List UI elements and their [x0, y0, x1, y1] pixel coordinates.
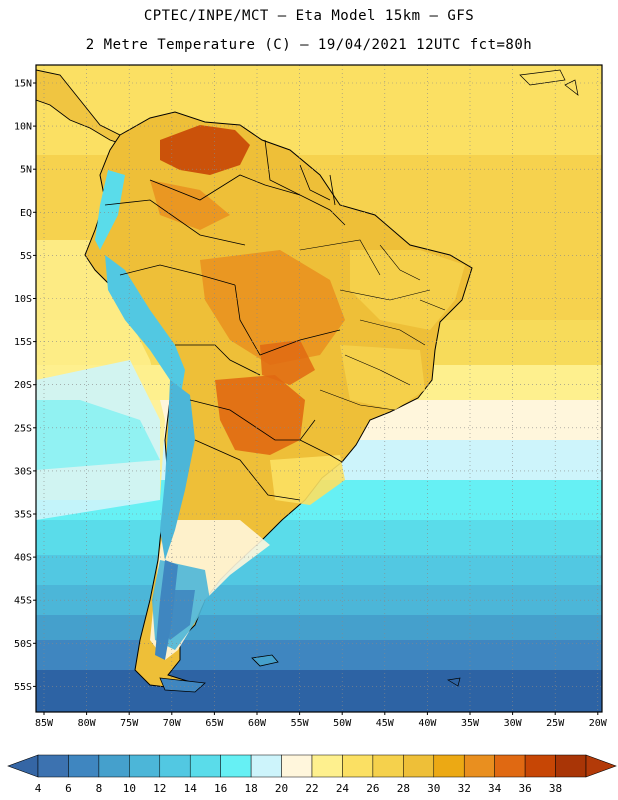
map-title: CPTEC/INPE/MCT – Eta Model 15km – GFS — [143, 8, 475, 24]
lat-label: 5N — [20, 165, 32, 176]
warm-zone — [270, 455, 345, 505]
lon-label: 55W — [291, 718, 310, 729]
caribbean-island — [519, 69, 566, 86]
colorbar-label: 34 — [488, 782, 502, 795]
ocean-band — [36, 670, 602, 712]
colorbar-label: 38 — [548, 782, 563, 795]
colorbar-swatch — [189, 754, 221, 778]
colorbar-swatch — [68, 754, 100, 778]
lat-label: 30S — [14, 466, 32, 477]
andes-range — [105, 255, 185, 400]
longitude-labels: 85W 80W 75W 70W 65W 60W 55W 50W 45W 40W 35W 30W 25W 2… — [35, 712, 608, 729]
lat-label: 25S — [14, 423, 32, 434]
lon-label: 30W — [504, 718, 523, 729]
lat-label: EQ — [20, 208, 32, 219]
caribbean-island — [564, 79, 579, 96]
south-georgia — [447, 677, 461, 687]
hot-zone — [200, 250, 345, 365]
colorbar-swatch — [403, 754, 435, 778]
lon-label: 40W — [418, 718, 437, 729]
lon-label: 65W — [205, 718, 224, 729]
colorbar-label: 22 — [305, 782, 319, 795]
tierra-del-fuego — [159, 677, 206, 693]
lat-label: 10N — [14, 122, 32, 133]
lon-label: 85W — [35, 718, 54, 729]
ocean-band — [36, 520, 602, 560]
lat-label: 5S — [20, 251, 32, 262]
colorbar-label: 10 — [122, 782, 136, 795]
colorbar-swatch — [433, 754, 465, 778]
warm-zone — [350, 250, 465, 330]
ocean-band — [36, 585, 602, 620]
colorbar-label: 20 — [274, 782, 289, 795]
lon-label: 25W — [546, 718, 565, 729]
lat-label: 15N — [14, 79, 32, 90]
hot-zone — [150, 180, 230, 230]
map-subtitle: 2 Metre Temperature (C) – 19/04/2021 12U… — [85, 37, 533, 53]
lon-label: 60W — [248, 718, 267, 729]
colorbar-label: 32 — [457, 782, 471, 795]
colorbar-left-arrow — [7, 754, 39, 778]
colorbar-label: 14 — [183, 782, 197, 795]
colorbar-label: 16 — [214, 782, 228, 795]
andes-range — [160, 380, 195, 560]
lon-label: 75W — [120, 718, 139, 729]
lon-label: 80W — [78, 718, 97, 729]
colorbar-label: 24 — [335, 782, 350, 795]
lon-label: 20W — [589, 718, 608, 729]
colorbar-label: 4 — [34, 782, 42, 795]
colorbar-right-arrow — [585, 754, 617, 778]
map-field — [36, 65, 602, 712]
colorbar-swatch — [220, 754, 252, 778]
lon-label: 45W — [376, 718, 395, 729]
colorbar-label: 30 — [427, 782, 441, 795]
colorbar-swatch — [37, 754, 69, 778]
colorbar-label: 18 — [244, 782, 258, 795]
colorbar-swatch — [311, 754, 343, 778]
lat-label: 55S — [14, 682, 32, 693]
colorbar-swatch — [129, 754, 161, 778]
colorbar-swatch — [494, 754, 526, 778]
colorbar-label: 26 — [366, 782, 380, 795]
map-frame — [35, 64, 603, 713]
ocean-band — [36, 640, 602, 675]
lon-label: 50W — [333, 718, 352, 729]
country-borders — [104, 139, 346, 501]
colorbar-label: 8 — [95, 782, 103, 795]
colorbar-swatch — [372, 754, 404, 778]
colorbar-label: 36 — [518, 782, 532, 795]
hot-zone — [215, 375, 305, 455]
colorbar-swatch — [524, 754, 556, 778]
colorbar-swatch — [555, 754, 587, 778]
hot-zone — [160, 125, 250, 175]
andes-range — [95, 170, 125, 250]
colorbar-swatch — [159, 754, 191, 778]
lat-label: 40S — [14, 553, 32, 564]
colorbar-label: 28 — [396, 782, 410, 795]
lon-label: 70W — [163, 718, 182, 729]
state-borders — [299, 239, 446, 411]
colorbar-swatch — [342, 754, 374, 778]
colorbar-swatch — [463, 754, 495, 778]
andes-range — [155, 560, 178, 660]
lat-label: 15S — [14, 337, 32, 348]
colorbar — [7, 754, 617, 778]
ocean-band — [36, 555, 602, 590]
colorbar-label: 6 — [65, 782, 72, 795]
lat-label: 20S — [14, 380, 32, 391]
lat-label: 35S — [14, 510, 32, 521]
hot-zone — [260, 340, 315, 385]
falkland-islands — [251, 654, 279, 667]
colorbar-swatch — [281, 754, 313, 778]
lon-label: 35W — [461, 718, 480, 729]
lat-label: 50S — [14, 639, 32, 650]
warm-zone — [340, 345, 425, 410]
colorbar-swatch — [250, 754, 282, 778]
colorbar-swatch — [98, 754, 130, 778]
lat-label: 10S — [14, 294, 32, 305]
lat-label: 45S — [14, 596, 32, 607]
colorbar-label: 12 — [153, 782, 167, 795]
latitude-labels: 15N 10N 5N EQ 5S 10S 15S 20S 25S 30S 35S 40S 45S 50S 5… — [14, 79, 36, 693]
